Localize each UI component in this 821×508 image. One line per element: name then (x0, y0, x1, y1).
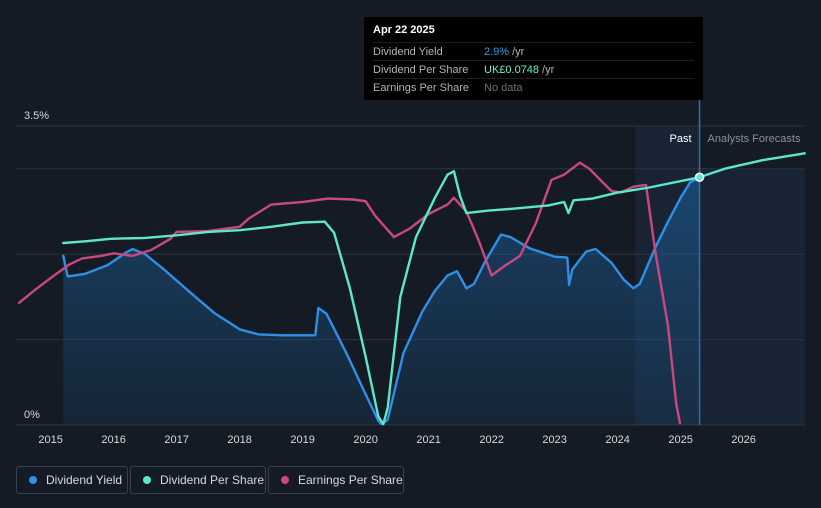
legend-label: Earnings Per Share (298, 473, 403, 487)
tooltip-row-eps: Earnings Per Share No data (373, 78, 694, 96)
hover-marker[interactable] (694, 172, 705, 183)
y-tick-label: 3.5% (24, 110, 49, 122)
x-tick-label: 2016 (101, 434, 125, 446)
legend-dot-icon (143, 476, 151, 484)
tooltip-value: UK£0.0748 (484, 63, 540, 76)
forecast-label: Analysts Forecasts (708, 133, 801, 145)
series-line (62, 176, 701, 426)
x-tick-label: 2015 (38, 434, 62, 446)
legend-dividend-yield[interactable]: Dividend Yield (16, 466, 128, 494)
forecast-band (699, 168, 805, 425)
x-tick-label: 2026 (731, 434, 755, 446)
legend-dividend-per-share[interactable]: Dividend Per Share (130, 466, 266, 494)
series-area (63, 177, 700, 425)
x-tick-label: 2020 (353, 434, 377, 446)
legend-label: Dividend Yield (46, 473, 123, 487)
x-tick-label: 2022 (479, 434, 503, 446)
tooltip-value: No data (484, 81, 523, 94)
tooltip-value: 2.9% (484, 45, 510, 58)
x-axis-labels: 2015 2016 2017 2018 2019 2020 2021 2022 2023 2024… (38, 434, 755, 446)
x-tick-label: 2025 (668, 434, 692, 446)
tooltip-unit: /yr (542, 63, 555, 76)
tooltip-row-dps: Dividend Per Share UK£0.0748 /yr (373, 60, 694, 78)
series-line (62, 152, 806, 426)
x-tick-label: 2018 (227, 434, 251, 446)
legend-label: Dividend Per Share (160, 473, 265, 487)
tooltip-unit: /yr (512, 45, 525, 58)
tooltip-label: Dividend Per Share (373, 63, 469, 76)
x-tick-label: 2023 (542, 434, 566, 446)
x-tick-label: 2024 (605, 434, 629, 446)
x-tick-label: 2019 (290, 434, 314, 446)
legend-dot-icon (281, 476, 289, 484)
tooltip-date: Apr 22 2025 (373, 24, 435, 36)
series-lines (17, 152, 806, 426)
tooltip: Apr 22 2025 Dividend Yield 2.9% /yr Divi… (364, 17, 703, 100)
legend-dot-icon (29, 476, 37, 484)
tooltip-label: Earnings Per Share (373, 81, 469, 94)
x-tick-label: 2017 (164, 434, 188, 446)
x-tick-label: 2021 (416, 434, 440, 446)
series-areas (63, 177, 700, 425)
tooltip-row-yield: Dividend Yield 2.9% /yr (373, 42, 694, 60)
legend-earnings-per-share[interactable]: Earnings Per Share (268, 466, 404, 494)
tooltip-label: Dividend Yield (373, 45, 443, 58)
series-line (17, 161, 682, 425)
past-label: Past (670, 133, 692, 145)
y-axis-labels: 3.5% 0% (24, 110, 49, 421)
y-tick-label: 0% (24, 409, 40, 421)
